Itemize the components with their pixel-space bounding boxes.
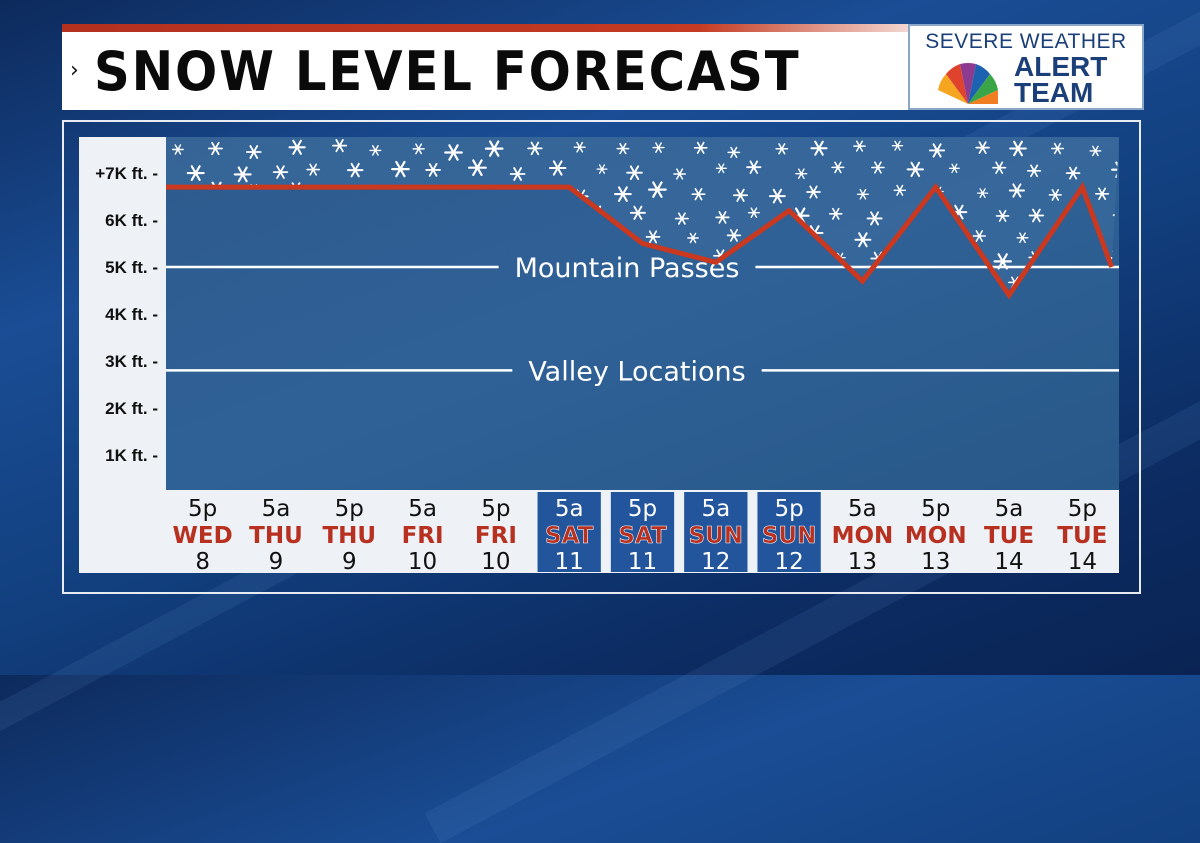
x-tick-day: THU — [249, 523, 303, 549]
x-tick-date: 12 — [701, 549, 730, 575]
x-tick-time: 5p — [774, 496, 803, 522]
x-tick-time: 5a — [701, 496, 730, 522]
x-tick-time: 5a — [262, 496, 291, 522]
x-tick-date: 11 — [555, 549, 584, 575]
x-tick-day: SAT — [618, 523, 667, 549]
x-tick-time: 5p — [921, 496, 950, 522]
highlight-cell — [537, 492, 601, 572]
x-tick-date: 12 — [774, 549, 803, 575]
x-tick-time: 5a — [408, 496, 437, 522]
logo-line-2: ALERT — [1014, 51, 1108, 82]
snow-level-line — [166, 181, 1115, 300]
x-tick-day: MON — [905, 523, 967, 549]
x-tick-day: WED — [173, 523, 233, 549]
title-accent-line — [62, 24, 910, 32]
highlight-cell — [684, 492, 748, 572]
highlight-cell — [610, 492, 675, 572]
x-tick-date: 9 — [342, 549, 357, 575]
y-tick-label: 4K ft. - — [105, 305, 158, 324]
title-bar: › SNOW LEVEL FORECAST — [62, 24, 910, 110]
y-tick-label: 5K ft. - — [105, 258, 158, 277]
x-tick-day: MON — [832, 523, 894, 549]
x-tick-date: 10 — [408, 549, 437, 575]
x-tick-time: 5a — [995, 496, 1024, 522]
x-tick-date: 14 — [1068, 549, 1097, 575]
logo-line-3: TEAM — [1014, 77, 1094, 108]
x-tick-day: SAT — [545, 523, 594, 549]
y-tick-label: 2K ft. - — [105, 399, 158, 418]
x-tick-day: TUE — [984, 523, 1034, 549]
x-tick-time: 5p — [628, 496, 657, 522]
x-tick-day: TUE — [1057, 523, 1107, 549]
y-tick-label: 1K ft. - — [105, 446, 158, 465]
x-tick-time: 5p — [188, 496, 217, 522]
x-tick-date: 13 — [848, 549, 877, 575]
x-tick-day: SUN — [762, 523, 817, 549]
reference-label: Valley Locations — [528, 356, 745, 387]
x-tick-day: FRI — [402, 523, 444, 549]
x-tick-date: 14 — [994, 549, 1023, 575]
x-tick-date: 10 — [481, 549, 510, 575]
chart-frame — [62, 120, 1141, 594]
station-logo: SEVERE WEATHER ALERT TEAM — [908, 24, 1144, 110]
y-tick-label: 3K ft. - — [105, 352, 158, 371]
x-tick-date: 8 — [195, 549, 210, 575]
x-tick-time: 5p — [481, 496, 510, 522]
x-tick-day: THU — [322, 523, 376, 549]
x-tick-time: 5p — [335, 496, 364, 522]
peacock-icon — [938, 62, 998, 104]
x-tick-day: FRI — [475, 523, 517, 549]
page-title: SNOW LEVEL FORECAST — [94, 40, 801, 103]
x-tick-date: 11 — [628, 549, 657, 575]
x-tick-day: SUN — [689, 523, 744, 549]
chevron-right-icon: › — [70, 58, 79, 83]
y-tick-label: 6K ft. - — [105, 211, 158, 230]
y-tick-label: +7K ft. - — [95, 164, 158, 183]
x-tick-date: 9 — [269, 549, 284, 575]
logo-line-1: SEVERE WEATHER — [925, 30, 1127, 53]
x-tick-time: 5a — [848, 496, 877, 522]
x-tick-time: 5p — [1068, 496, 1097, 522]
x-tick-date: 13 — [921, 549, 950, 575]
x-tick-time: 5a — [555, 496, 584, 522]
highlight-cell — [757, 492, 821, 572]
